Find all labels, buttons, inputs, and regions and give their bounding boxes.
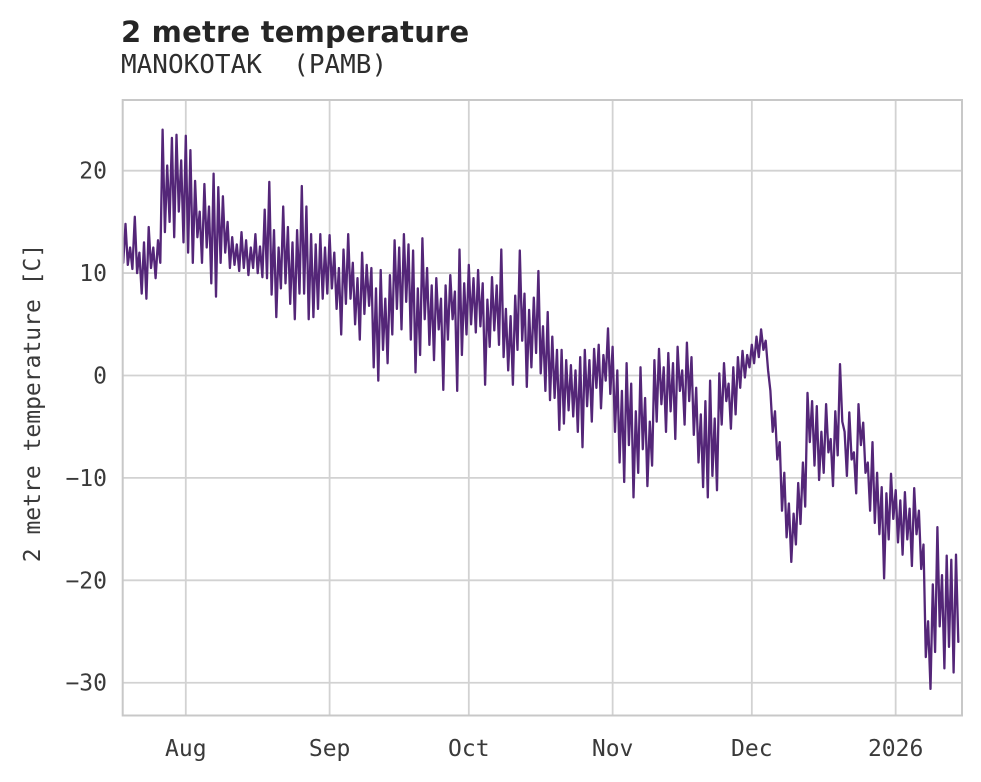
chart-title: 2 metre temperature <box>121 15 470 49</box>
chart-subtitle: MANOKOTAK (PAMB) <box>121 50 388 80</box>
plot-border <box>121 99 963 717</box>
y-tick-label: 10 <box>79 261 107 287</box>
y-tick-label: −10 <box>65 466 107 492</box>
x-tick-label: Aug <box>165 736 207 762</box>
temperature-series-line <box>122 128 960 691</box>
y-tick-label: −30 <box>65 671 107 697</box>
x-tick-label: Sep <box>309 736 351 762</box>
x-tick-label: 2026 <box>868 736 923 762</box>
y-tick-label: −20 <box>65 568 107 594</box>
x-tick-label: Oct <box>448 736 490 762</box>
x-tick-label: Nov <box>592 736 634 762</box>
y-tick-label: 0 <box>93 363 107 389</box>
x-tick-label: Dec <box>731 736 773 762</box>
y-tick-label: 20 <box>79 159 107 185</box>
